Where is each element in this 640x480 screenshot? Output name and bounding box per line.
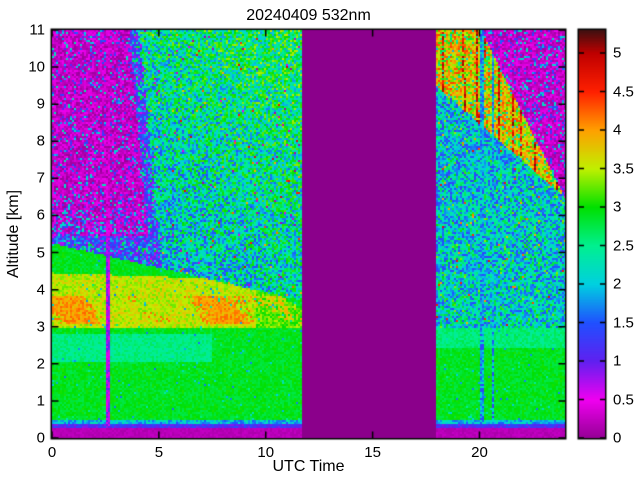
y-tick-label: 2 bbox=[36, 355, 45, 373]
y-tick-label: 4 bbox=[36, 281, 45, 299]
y-tick-label: 3 bbox=[36, 318, 45, 336]
x-tick-label: 5 bbox=[154, 444, 164, 461]
colorbar-tick-label: 3.5 bbox=[613, 160, 634, 178]
colorbar-tick-label: 2.5 bbox=[613, 237, 634, 255]
colorbar-tick-label: 4.5 bbox=[613, 83, 634, 101]
colorbar-tick-label: 1 bbox=[613, 352, 622, 370]
colorbar-tick-label: 1.5 bbox=[613, 314, 634, 332]
colorbar-tick-label: 3 bbox=[613, 198, 622, 216]
y-tick-label: 9 bbox=[36, 95, 45, 113]
colorbar-tick-label: 0.5 bbox=[613, 391, 634, 408]
x-tick-label: 0 bbox=[47, 444, 57, 461]
colorbar-tick-label: 4 bbox=[613, 121, 622, 139]
plot-title: 20240409 532nm bbox=[246, 7, 371, 24]
x-tick-label: 20 bbox=[471, 444, 488, 461]
y-tick-label: 6 bbox=[36, 206, 45, 224]
y-tick-label: 10 bbox=[28, 58, 45, 76]
colorbar-tick-label: 5 bbox=[613, 44, 622, 62]
y-tick-label: 1 bbox=[36, 392, 45, 410]
y-tick-label: 0 bbox=[36, 429, 45, 447]
x-tick-label: 15 bbox=[364, 444, 381, 461]
colorbar-tick-label: 2 bbox=[613, 275, 622, 293]
y-axis-label: Altitude [km] bbox=[5, 189, 22, 279]
x-tick-label: 10 bbox=[257, 444, 275, 461]
y-tick-label: 8 bbox=[36, 132, 45, 150]
colorbar-tick-label: 0 bbox=[613, 429, 622, 447]
y-tick-label: 7 bbox=[36, 169, 45, 187]
y-tick-label: 11 bbox=[29, 21, 45, 39]
y-tick-label: 5 bbox=[36, 244, 45, 262]
x-axis-label: UTC Time bbox=[272, 458, 345, 475]
